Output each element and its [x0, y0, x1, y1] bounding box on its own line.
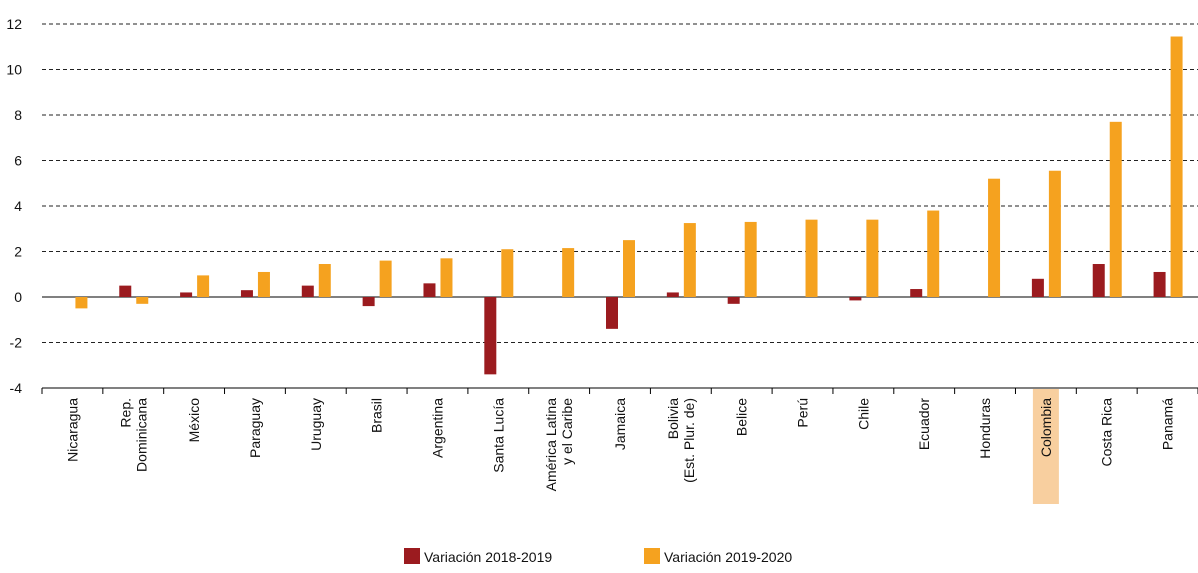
bar	[197, 275, 210, 297]
x-tick-label: Bolivia(Est. Plur. de)	[665, 398, 697, 483]
x-tick-label: Jamaica	[612, 398, 628, 450]
bar	[805, 219, 818, 297]
bar	[1031, 278, 1044, 297]
bar	[75, 297, 88, 309]
bar	[440, 258, 453, 297]
y-tick-label: 2	[14, 244, 22, 260]
y-tick-label: 10	[6, 62, 22, 78]
bar	[136, 297, 149, 304]
x-tick-label: Argentina	[429, 398, 445, 458]
x-tick-label: Honduras	[977, 398, 993, 459]
bar	[744, 221, 757, 297]
bar	[119, 285, 132, 297]
bar	[666, 292, 679, 297]
y-tick-label: 6	[14, 153, 22, 169]
bar	[910, 289, 923, 297]
x-tick-label: Rep.Dominicana	[117, 398, 149, 472]
x-tick-label: Panamá	[1160, 398, 1176, 450]
legend-swatch	[404, 548, 420, 564]
x-tick-label: Chile	[855, 398, 871, 430]
x-tick-label: Paraguay	[247, 398, 263, 458]
x-tick-label: Brasil	[369, 398, 385, 433]
legend-label: Variación 2019-2020	[664, 549, 792, 565]
bar	[501, 249, 514, 297]
bar	[1153, 271, 1166, 297]
x-tick-label: Ecuador	[916, 398, 932, 450]
legend-label: Variación 2018-2019	[424, 549, 552, 565]
bar	[1170, 36, 1183, 297]
bar	[180, 292, 193, 297]
bar	[362, 297, 375, 307]
bar	[623, 240, 635, 297]
bar	[606, 297, 618, 329]
x-tick-label: Nicaragua	[64, 398, 80, 462]
bar	[1109, 121, 1122, 297]
y-tick-label: 8	[14, 107, 22, 123]
bar	[257, 271, 270, 297]
x-tick-label: Uruguay	[308, 398, 324, 451]
highlight	[1032, 389, 1059, 504]
y-tick-label: -4	[10, 380, 23, 396]
x-tick-label: Santa Lucía	[490, 398, 506, 473]
bar	[484, 297, 497, 375]
x-tick-label: Costa Rica	[1099, 398, 1115, 467]
bar	[866, 219, 879, 297]
y-tick-label: 0	[14, 289, 22, 305]
bar	[1048, 170, 1061, 297]
y-tick-label: 4	[14, 198, 22, 214]
x-tick-label: México	[186, 398, 202, 443]
y-tick-label: -2	[10, 335, 23, 351]
bar	[727, 297, 740, 304]
legend-swatch	[644, 548, 660, 564]
bar	[683, 223, 696, 297]
bar	[301, 285, 314, 297]
bar	[379, 260, 392, 297]
bar	[1092, 264, 1105, 297]
bar	[423, 283, 436, 297]
x-tick-label: Colombia	[1038, 398, 1054, 457]
y-tick-label: 12	[6, 16, 22, 32]
x-tick-label: Perú	[795, 398, 811, 428]
bar	[240, 290, 253, 297]
bar	[849, 297, 862, 301]
bar	[318, 264, 331, 297]
x-tick-label: América Latinay el Caribe	[543, 398, 575, 492]
bar	[562, 248, 575, 297]
x-tick-label: Belice	[734, 398, 750, 436]
bar	[988, 178, 1001, 297]
bar	[927, 210, 940, 297]
